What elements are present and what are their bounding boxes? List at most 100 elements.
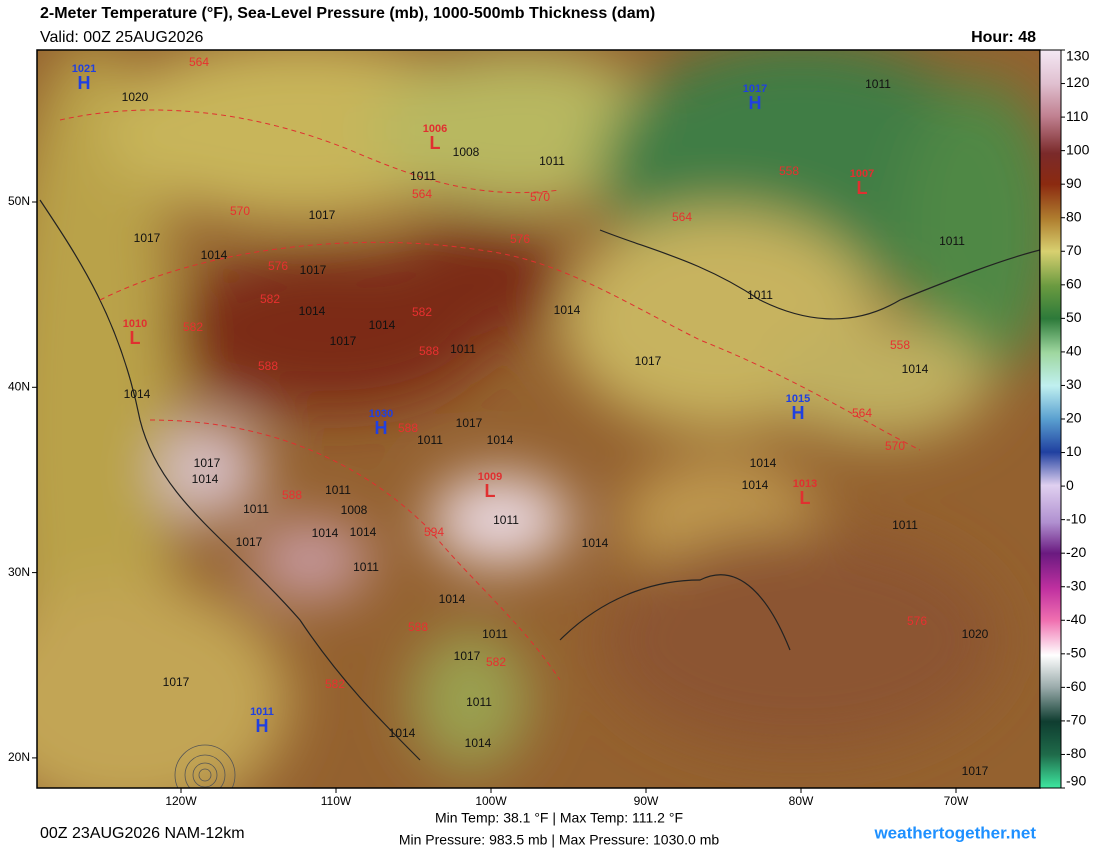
thickness-label: 588 — [408, 620, 428, 634]
pressure-center-letter: H — [256, 716, 269, 736]
isobar-label: 1014 — [742, 478, 769, 492]
isobar-label: 1011 — [482, 627, 508, 641]
isobar-label: 1017 — [134, 231, 161, 245]
colorbar-label: -10 — [1066, 510, 1086, 526]
lat-label: 30N — [8, 565, 30, 579]
lon-label: 90W — [634, 794, 659, 808]
pressure-center-letter: H — [749, 93, 762, 113]
thickness-label: 582 — [183, 320, 203, 334]
thickness-label: 588 — [282, 488, 302, 502]
site-credit: weathertogether.net — [873, 823, 1036, 842]
colorbar-label: -40 — [1066, 611, 1086, 627]
isobar-label: 1011 — [747, 288, 773, 302]
lat-label: 20N — [8, 750, 30, 764]
isobar-label: 1017 — [236, 535, 263, 549]
thickness-label: 588 — [419, 344, 439, 358]
thickness-label: 588 — [258, 359, 278, 373]
isobar-label: 1011 — [939, 234, 965, 248]
pressure-center-value: 1013 — [793, 478, 817, 490]
isobar-label: 1014 — [299, 304, 326, 318]
title: 2-Meter Temperature (°F), Sea-Level Pres… — [40, 5, 655, 22]
isobar-label: 1014 — [350, 525, 377, 539]
isobar-label: 1014 — [124, 387, 151, 401]
isobar-label: 1011 — [892, 518, 918, 532]
isobar-label: 1008 — [341, 503, 368, 517]
colorbar-label: 70 — [1066, 242, 1082, 258]
colorbar-label: -80 — [1066, 745, 1086, 761]
pressure-center-value: 1021 — [72, 63, 96, 75]
isobar-label: 1011 — [353, 560, 379, 574]
pressure-center-letter: L — [130, 328, 141, 348]
pressure-center-value: 1009 — [478, 471, 502, 483]
colorbar-label: -30 — [1066, 577, 1086, 593]
colorbar-label: 0 — [1066, 477, 1074, 493]
thickness-label: 576 — [907, 614, 927, 628]
pressure-center-letter: H — [792, 403, 805, 423]
isobar-label: 1014 — [369, 318, 396, 332]
lon-label: 70W — [944, 794, 969, 808]
colorbar-label: -70 — [1066, 712, 1086, 728]
isobar-label: 1017 — [330, 334, 357, 348]
lon-label: 120W — [165, 794, 197, 808]
isobar-label: 1011 — [450, 342, 476, 356]
pressure-center-value: 1011 — [250, 706, 274, 718]
thickness-label: 564 — [412, 187, 432, 201]
colorbar-label: -60 — [1066, 678, 1086, 694]
pressure-center-letter: H — [375, 418, 388, 438]
colorbar-label: 60 — [1066, 276, 1082, 292]
isobar-label: 1014 — [312, 526, 339, 540]
isobar-label: 1017 — [456, 416, 483, 430]
thickness-label: 576 — [510, 232, 530, 246]
isobar-label: 1017 — [300, 263, 327, 277]
isobar-label: 1014 — [439, 592, 466, 606]
colorbar-label: 100 — [1066, 141, 1090, 157]
isobar-label: 1017 — [163, 675, 190, 689]
isobar-label: 1014 — [902, 362, 929, 376]
lat-label: 50N — [8, 194, 30, 208]
colorbar-label: 90 — [1066, 175, 1082, 191]
isobar-label: 1011 — [325, 483, 351, 497]
pressure-center-value: 1017 — [743, 83, 767, 95]
thickness-label: 564 — [852, 406, 872, 420]
isobar-label: 1011 — [865, 77, 891, 91]
isobar-label: 1017 — [962, 764, 989, 778]
isobar-label: 1017 — [635, 354, 662, 368]
isobar-label: 1020 — [962, 627, 989, 641]
thickness-label: 558 — [890, 338, 910, 352]
pressure-center-letter: L — [857, 178, 868, 198]
thickness-label: 558 — [779, 164, 799, 178]
lon-label: 80W — [789, 794, 814, 808]
thickness-label: 570 — [230, 204, 250, 218]
thickness-label: 582 — [486, 655, 506, 669]
isobar-label: 1014 — [582, 536, 609, 550]
colorbar-label: 40 — [1066, 343, 1082, 359]
colorbar-label: 110 — [1066, 108, 1089, 124]
thickness-label: 564 — [189, 55, 209, 69]
isobar-label: 1011 — [243, 502, 269, 516]
colorbar-label: -50 — [1066, 645, 1086, 661]
thickness-label: 576 — [268, 259, 288, 273]
pressure-center-value: 1030 — [369, 408, 393, 420]
isobar-label: 1011 — [417, 433, 443, 447]
isobar-label: 1011 — [539, 154, 565, 168]
isobar-label: 1014 — [554, 303, 581, 317]
pressure-center-value: 1010 — [123, 318, 147, 330]
lon-label: 100W — [475, 794, 507, 808]
thickness-label: 582 — [412, 305, 432, 319]
isobar-label: 1014 — [487, 433, 514, 447]
colorbar-label: 120 — [1066, 74, 1090, 90]
thickness-label: 582 — [325, 677, 345, 691]
isobar-label: 1020 — [122, 90, 149, 104]
thickness-label: 570 — [885, 439, 905, 453]
isobar-label: 1014 — [192, 472, 219, 486]
pressure-range: Min Pressure: 983.5 mb | Max Pressure: 1… — [399, 832, 720, 848]
colorbar-label: -20 — [1066, 544, 1086, 560]
isobar-label: 1014 — [465, 736, 492, 750]
pressure-center-value: 1007 — [850, 168, 874, 180]
pressure-center-value: 1006 — [423, 123, 447, 135]
isobar-label: 1011 — [410, 169, 436, 183]
temperature-field: 1021H1006L1017H1007L1010L1030H1009L1015H… — [37, 50, 1040, 788]
thickness-label: 588 — [398, 421, 418, 435]
